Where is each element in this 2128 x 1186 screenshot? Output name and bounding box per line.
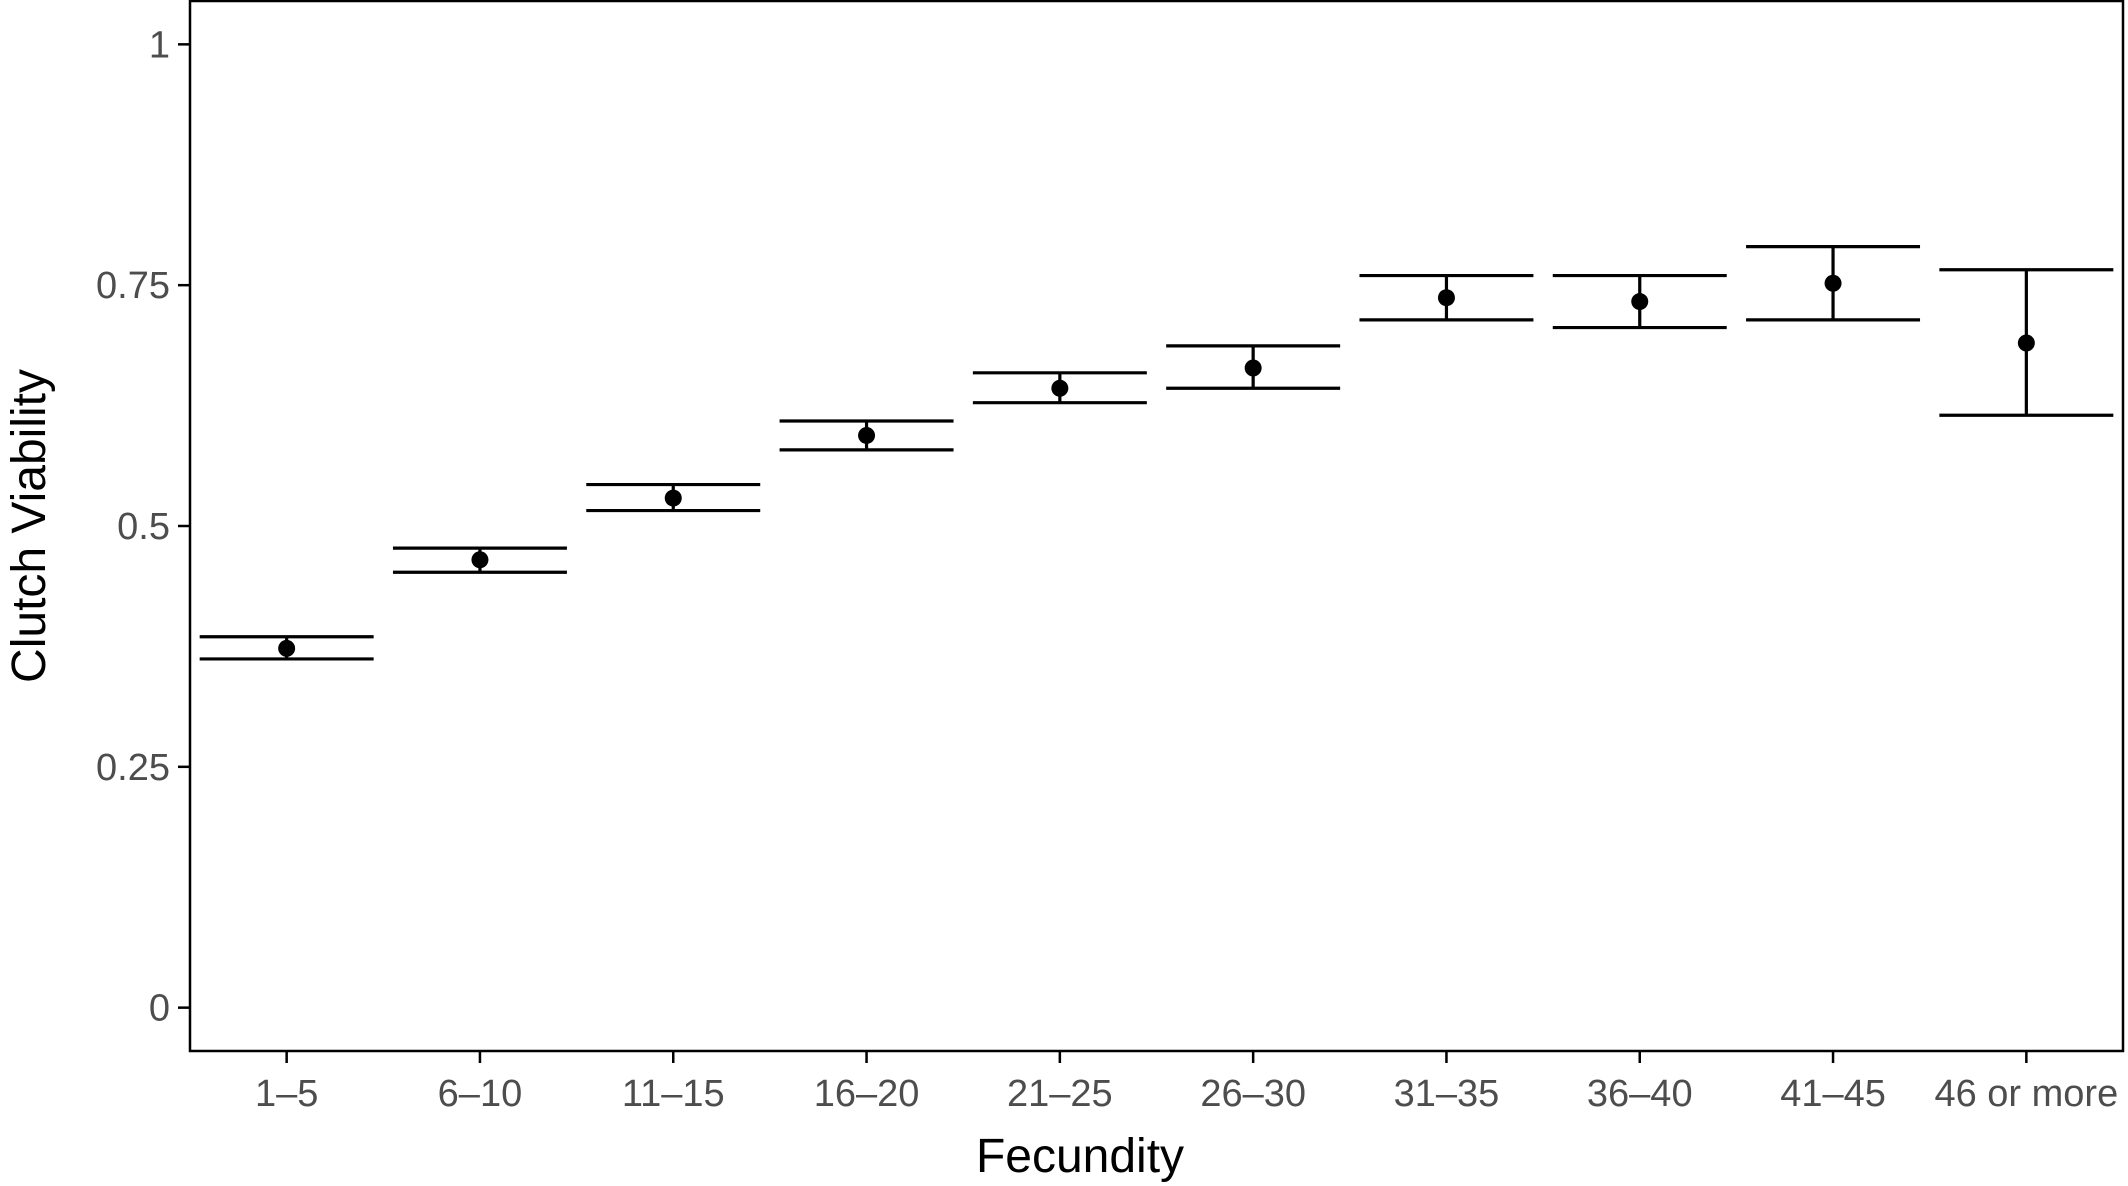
error-bar: [392, 546, 567, 574]
y-tick-label: 0.5: [117, 506, 170, 548]
error-bar: [1939, 268, 2114, 417]
plot-panel: [188, 0, 2125, 1053]
error-bar: [199, 635, 374, 661]
error-bar: [1552, 273, 1727, 330]
x-tick-label: 11–15: [622, 1073, 725, 1115]
data-point: [278, 639, 296, 657]
data-point: [1824, 274, 1842, 292]
x-tick-label: 36–40: [1587, 1073, 1693, 1115]
y-tick-label: 1: [149, 24, 170, 66]
data-point: [1437, 289, 1455, 307]
data-point: [471, 551, 489, 569]
data-point: [1631, 293, 1649, 311]
data-point: [664, 489, 682, 507]
x-tick-label: 16–20: [814, 1073, 920, 1115]
y-tick-label: 0.75: [96, 265, 170, 307]
data-point: [858, 426, 876, 444]
error-bar: [1746, 245, 1921, 322]
y-tick-label: 0.25: [96, 747, 170, 789]
x-axis: 1–5 6–10 11–15 16–20 21–25 26–30 31–35 36–40 41–…: [255, 1051, 2118, 1115]
y-axis-title: Clutch Viability: [3, 369, 56, 683]
data-point: [2017, 334, 2035, 352]
x-axis-title: Fecundity: [976, 1130, 1184, 1183]
error-bar-series: [199, 245, 2114, 661]
x-tick-label: 21–25: [1007, 1073, 1113, 1115]
error-bar: [972, 371, 1147, 405]
y-tick-label: 0: [149, 988, 170, 1030]
x-tick-label: 26–30: [1200, 1073, 1306, 1115]
x-tick-label: 46 or more: [1934, 1073, 2118, 1115]
x-tick-label: 41–45: [1780, 1073, 1886, 1115]
error-bar: [1166, 344, 1341, 390]
x-tick-label: 6–10: [438, 1073, 523, 1115]
data-point: [1051, 379, 1069, 397]
error-bar: [586, 482, 761, 513]
error-bar: [779, 419, 954, 452]
x-tick-label: 1–5: [255, 1073, 318, 1115]
error-bar: [1359, 273, 1534, 322]
x-tick-label: 31–35: [1394, 1073, 1500, 1115]
data-point: [1244, 359, 1262, 377]
y-axis: 0 0.25 0.5 0.75 1: [96, 24, 190, 1030]
